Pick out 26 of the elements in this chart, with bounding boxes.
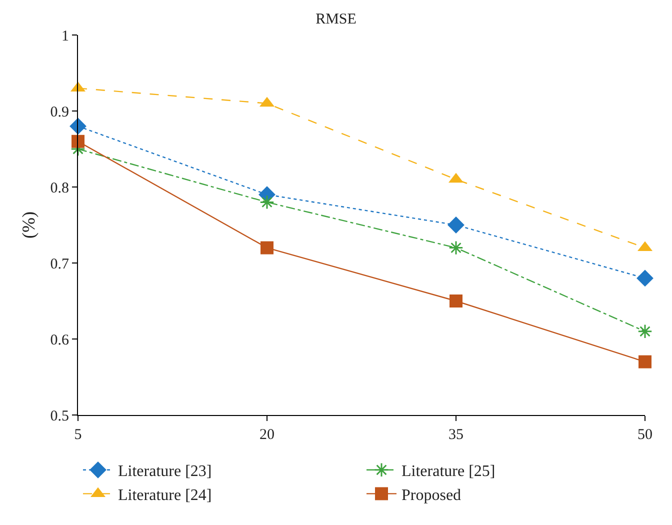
point (638, 324, 652, 339)
x-tick-label: 35 (448, 427, 464, 443)
legend-label: Literature [24] (118, 486, 212, 504)
point (448, 240, 464, 256)
point (636, 270, 654, 287)
y-axis-title: (%) (18, 212, 38, 238)
chart-title: RMSE (316, 12, 356, 28)
x-tick-label: 5 (74, 427, 82, 443)
legend-label: Literature [23] (118, 463, 212, 480)
point (260, 194, 274, 210)
y-tick-label: 0.8 (50, 180, 69, 196)
point (260, 241, 274, 254)
legend-label: Literature [25] (402, 463, 496, 480)
point (450, 294, 462, 308)
point (448, 216, 464, 234)
point (70, 118, 86, 135)
y-tick-label: 0.5 (50, 408, 69, 424)
y-tick-label: 0.6 (50, 332, 70, 348)
x-tick-label: 50 (638, 427, 652, 443)
y-tick-label: 0.7 (50, 256, 70, 272)
x-tick-label: 20 (260, 427, 274, 443)
legend-label: Proposed (402, 486, 462, 504)
y-tick-label: 0.9 (50, 104, 69, 120)
point (638, 355, 652, 368)
point (72, 134, 84, 148)
y-tick-label: 1 (62, 28, 69, 44)
